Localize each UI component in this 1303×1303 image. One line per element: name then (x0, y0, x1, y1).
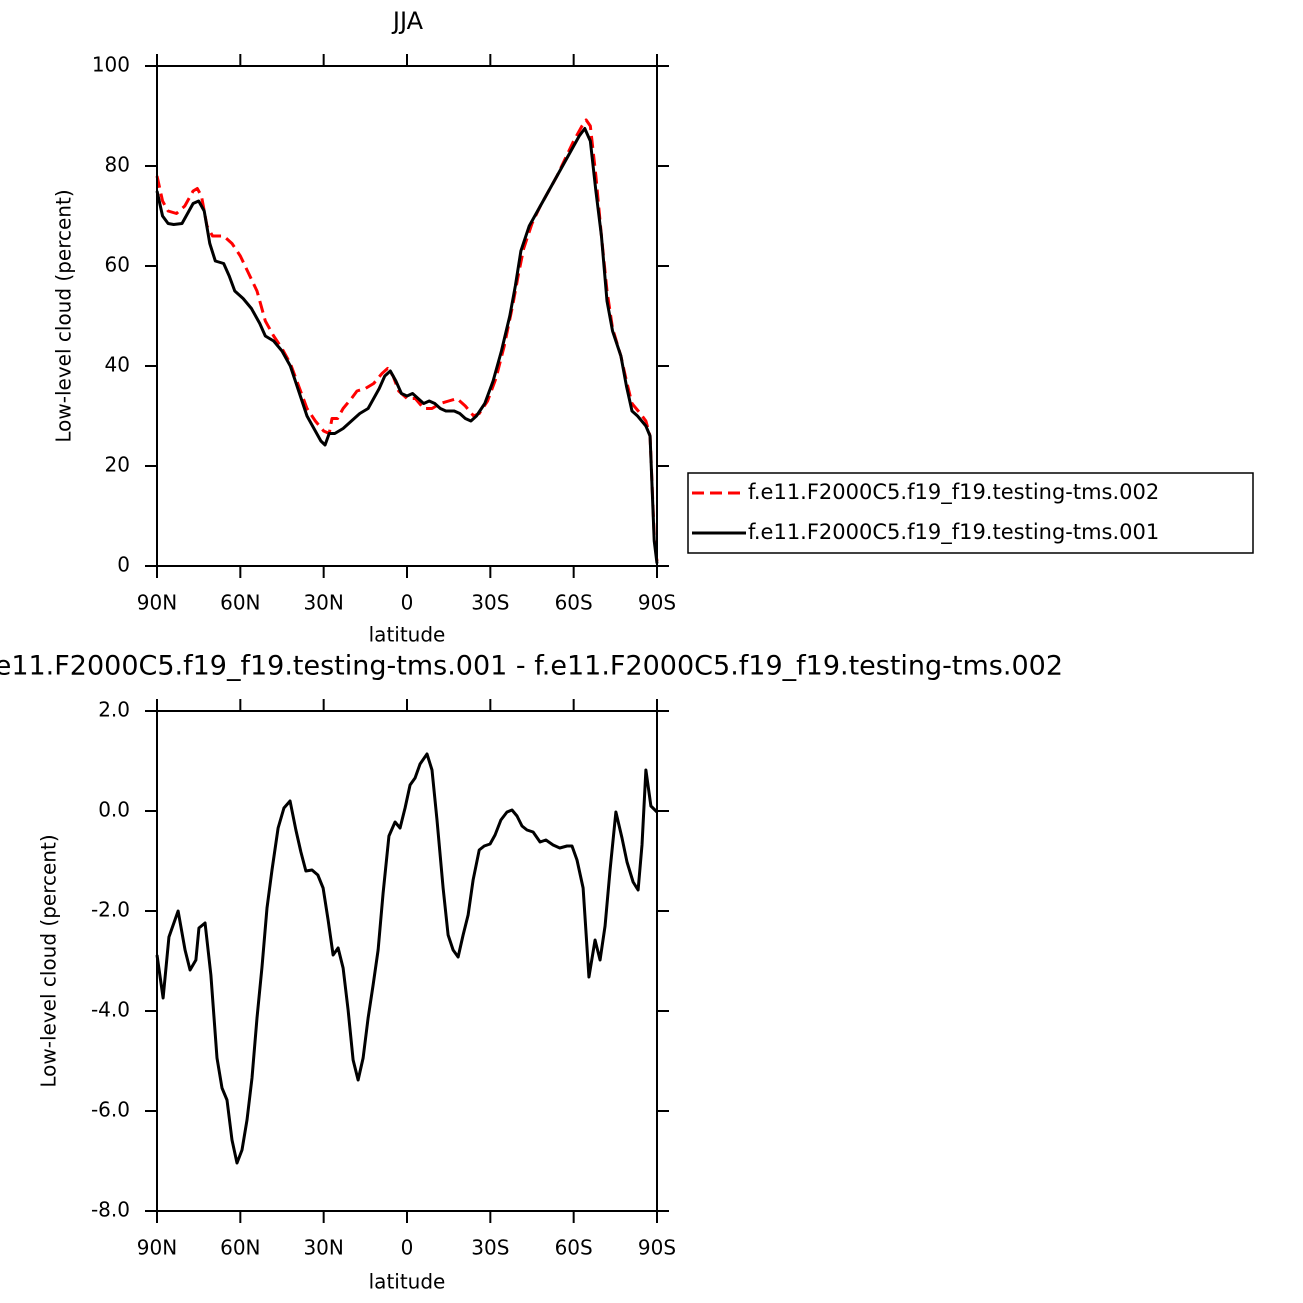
y-tick-label: 2.0 (98, 698, 130, 722)
chart-title: JJA (391, 7, 424, 35)
y-tick-label: -6.0 (91, 1098, 130, 1122)
x-tick-label: 0 (401, 591, 414, 615)
y-tick-label: 0.0 (98, 798, 130, 822)
x-tick-label: 30N (303, 1236, 343, 1260)
data-line (155, 752, 659, 1165)
data-line (155, 118, 659, 562)
x-tick-label: 30S (471, 591, 509, 615)
x-tick-label: 90S (638, 1236, 676, 1260)
legend-box (687, 472, 1254, 554)
x-tick-label: 90N (137, 1236, 177, 1260)
y-tick-label: -4.0 (91, 998, 130, 1022)
y-axis-label: Low-level cloud (percent) (37, 834, 61, 1087)
y-tick-label: 60 (105, 253, 130, 277)
y-tick-label: 20 (105, 453, 130, 477)
data-line (155, 127, 659, 564)
y-tick-label: -2.0 (91, 898, 130, 922)
y-axis-label: Low-level cloud (percent) (52, 189, 76, 442)
x-tick-label: 0 (401, 1236, 414, 1260)
plot-frame (156, 710, 658, 1212)
x-axis-label: latitude (369, 623, 446, 647)
chart-title: f.e11.F2000C5.f19_f19.testing-tms.001 - … (0, 651, 1063, 682)
legend-label: f.e11.F2000C5.f19_f19.testing-tms.001 (748, 520, 1159, 545)
y-tick-label: 100 (92, 53, 130, 77)
x-tick-label: 30N (303, 591, 343, 615)
y-tick-label: 40 (105, 353, 130, 377)
x-tick-label: 30S (471, 1236, 509, 1260)
x-tick-label: 60S (555, 1236, 593, 1260)
x-tick-label: 60N (220, 1236, 260, 1260)
y-tick-label: 0 (117, 553, 130, 577)
x-tick-label: 60N (220, 591, 260, 615)
plot-frame (156, 65, 658, 567)
x-tick-label: 60S (555, 591, 593, 615)
y-tick-label: -8.0 (91, 1198, 130, 1222)
legend-label: f.e11.F2000C5.f19_f19.testing-tms.002 (748, 480, 1159, 505)
x-tick-label: 90S (638, 591, 676, 615)
x-tick-label: 90N (137, 591, 177, 615)
x-axis-label: latitude (369, 1270, 446, 1294)
y-tick-label: 80 (105, 153, 130, 177)
